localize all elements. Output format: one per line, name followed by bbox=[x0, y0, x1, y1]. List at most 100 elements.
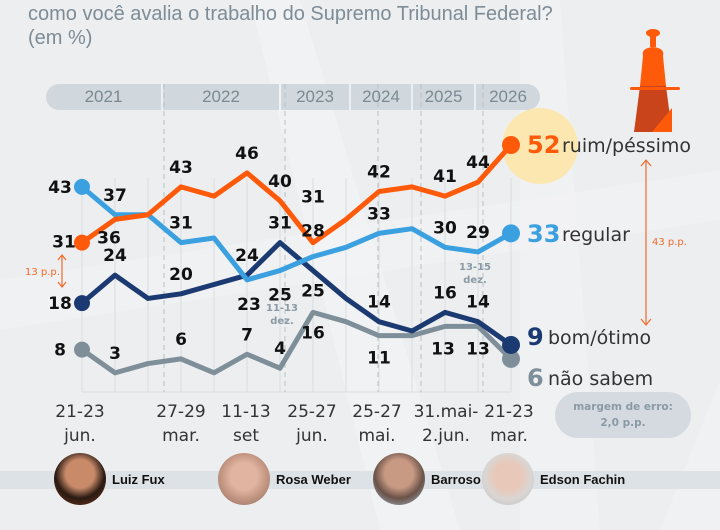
president-edson-fachin: Edson Fachin bbox=[482, 453, 625, 505]
year-2026: 2026 bbox=[476, 84, 540, 110]
data-label: 11 bbox=[367, 349, 391, 369]
year-timeline: 2021 2022 2023 2024 2025 2026 bbox=[46, 84, 542, 110]
year-2025: 2025 bbox=[413, 84, 474, 110]
data-label: 31 bbox=[268, 214, 292, 234]
series-line-regular bbox=[80, 184, 513, 283]
year-2024: 2024 bbox=[351, 84, 411, 110]
data-label: 31 bbox=[301, 188, 325, 208]
data-label: 31 bbox=[52, 233, 76, 253]
start-point-nao_sabem bbox=[74, 341, 90, 358]
x-label-7: 21-23 mar. bbox=[484, 402, 534, 446]
data-label: 7 bbox=[241, 325, 253, 345]
x-label-3: 11-13 set bbox=[221, 402, 271, 446]
start-point-ruim_pessimo bbox=[74, 234, 90, 251]
start-point-bom_otimo bbox=[74, 295, 90, 312]
avatar bbox=[373, 453, 425, 505]
president-name: Barroso bbox=[431, 471, 481, 487]
end-label-regular: regular bbox=[562, 224, 630, 246]
avatar bbox=[218, 453, 270, 505]
end-value-regular: 33 bbox=[527, 220, 560, 248]
note-dec-2022-line2: dez. bbox=[270, 316, 294, 327]
data-label: 20 bbox=[169, 265, 193, 285]
data-label: 16 bbox=[433, 283, 457, 303]
start-point-regular bbox=[74, 178, 90, 195]
end-value-nao_sabem: 6 bbox=[527, 364, 544, 392]
series-line-bom_otimo bbox=[80, 240, 513, 347]
data-label: 25 bbox=[301, 282, 325, 302]
x-label-2: 27-29 mar. bbox=[156, 402, 206, 446]
series-line-nao_sabem bbox=[80, 309, 513, 376]
end-point-ruim_pessimo bbox=[502, 136, 520, 154]
justice-statue-icon bbox=[630, 29, 680, 132]
end-label-nao_sabem: não sabem bbox=[548, 368, 653, 390]
data-label: 46 bbox=[235, 144, 259, 164]
data-label: 31 bbox=[169, 214, 193, 234]
data-label: 24 bbox=[103, 246, 127, 266]
data-label: 16 bbox=[301, 323, 325, 343]
data-label: 24 bbox=[235, 246, 259, 266]
data-label: 29 bbox=[466, 223, 490, 243]
end-value-ruim_pessimo: 52 bbox=[527, 131, 560, 159]
avatar bbox=[482, 453, 534, 505]
note-dec-2025-line2: dez. bbox=[463, 275, 487, 286]
data-label: 3 bbox=[109, 344, 121, 364]
series-line-ruim_pessimo bbox=[80, 143, 513, 246]
data-label: 28 bbox=[301, 222, 325, 242]
end-point-nao_sabem bbox=[502, 349, 520, 368]
chart-title: como você avalia o trabalho do Supremo T… bbox=[28, 2, 553, 50]
year-2021: 2021 bbox=[46, 84, 161, 110]
x-label-1: 21-23 jun. bbox=[55, 402, 105, 446]
president-luiz-fux: Luiz Fux bbox=[54, 453, 165, 505]
data-label: 6 bbox=[175, 330, 187, 350]
end-label-bom_otimo: bom/ótimo bbox=[548, 327, 651, 349]
data-label: 36 bbox=[97, 228, 121, 248]
margin-of-error-badge: margem de erro: 2,0 p.p. bbox=[555, 392, 691, 438]
data-label: 44 bbox=[466, 153, 490, 173]
data-label: 8 bbox=[54, 341, 66, 361]
president-name: Rosa Weber bbox=[276, 471, 351, 487]
title-line-2: (em %) bbox=[28, 27, 93, 49]
end-point-regular bbox=[502, 224, 520, 243]
highlight-circle bbox=[502, 108, 578, 184]
gap-2026-label: 43 p.p. bbox=[652, 237, 687, 248]
data-label: 13 bbox=[431, 339, 455, 359]
x-label-5: 25-27 mai. bbox=[352, 402, 402, 446]
data-label: 14 bbox=[367, 293, 391, 313]
data-label: 42 bbox=[367, 163, 391, 183]
data-label: 40 bbox=[268, 172, 292, 192]
note-dec-2022-line1: 11-13 bbox=[266, 303, 298, 314]
end-label-ruim_pessimo: ruim/péssimo bbox=[562, 135, 691, 157]
data-label: 4 bbox=[274, 339, 286, 359]
presidents-strip bbox=[0, 471, 720, 489]
data-label: 33 bbox=[367, 204, 391, 224]
year-2023: 2023 bbox=[281, 84, 349, 110]
president-rosa-weber: Rosa Weber bbox=[218, 453, 351, 505]
data-label: 37 bbox=[103, 186, 127, 206]
data-label: 43 bbox=[48, 178, 72, 198]
gap-2021-label: 13 p.p. bbox=[25, 267, 60, 278]
data-label: 41 bbox=[433, 167, 457, 187]
chart-grid bbox=[81, 178, 512, 393]
year-2022: 2022 bbox=[163, 84, 279, 110]
data-label: 25 bbox=[268, 286, 292, 306]
end-point-bom_otimo bbox=[502, 335, 520, 354]
series-lines bbox=[74, 136, 520, 376]
gap-2026-annotation: 43 p.p. bbox=[640, 159, 687, 326]
data-label: 14 bbox=[466, 293, 490, 313]
end-value-bom_otimo: 9 bbox=[527, 323, 544, 351]
president-name: Luiz Fux bbox=[112, 471, 165, 487]
x-label-6: 31.mai- 2.jun. bbox=[413, 402, 479, 446]
data-label: 30 bbox=[433, 218, 457, 238]
gap-2021-annotation: 13 p.p. bbox=[25, 254, 67, 288]
data-label: 18 bbox=[48, 294, 72, 314]
title-line-1: como você avalia o trabalho do Supremo T… bbox=[28, 3, 553, 25]
data-label: 13 bbox=[466, 339, 490, 359]
president-barroso: Barroso bbox=[373, 453, 481, 505]
avatar bbox=[54, 453, 106, 505]
data-label: 43 bbox=[169, 158, 193, 178]
note-dec-2025-line1: 13-15 bbox=[459, 262, 491, 273]
president-name: Edson Fachin bbox=[540, 471, 626, 487]
